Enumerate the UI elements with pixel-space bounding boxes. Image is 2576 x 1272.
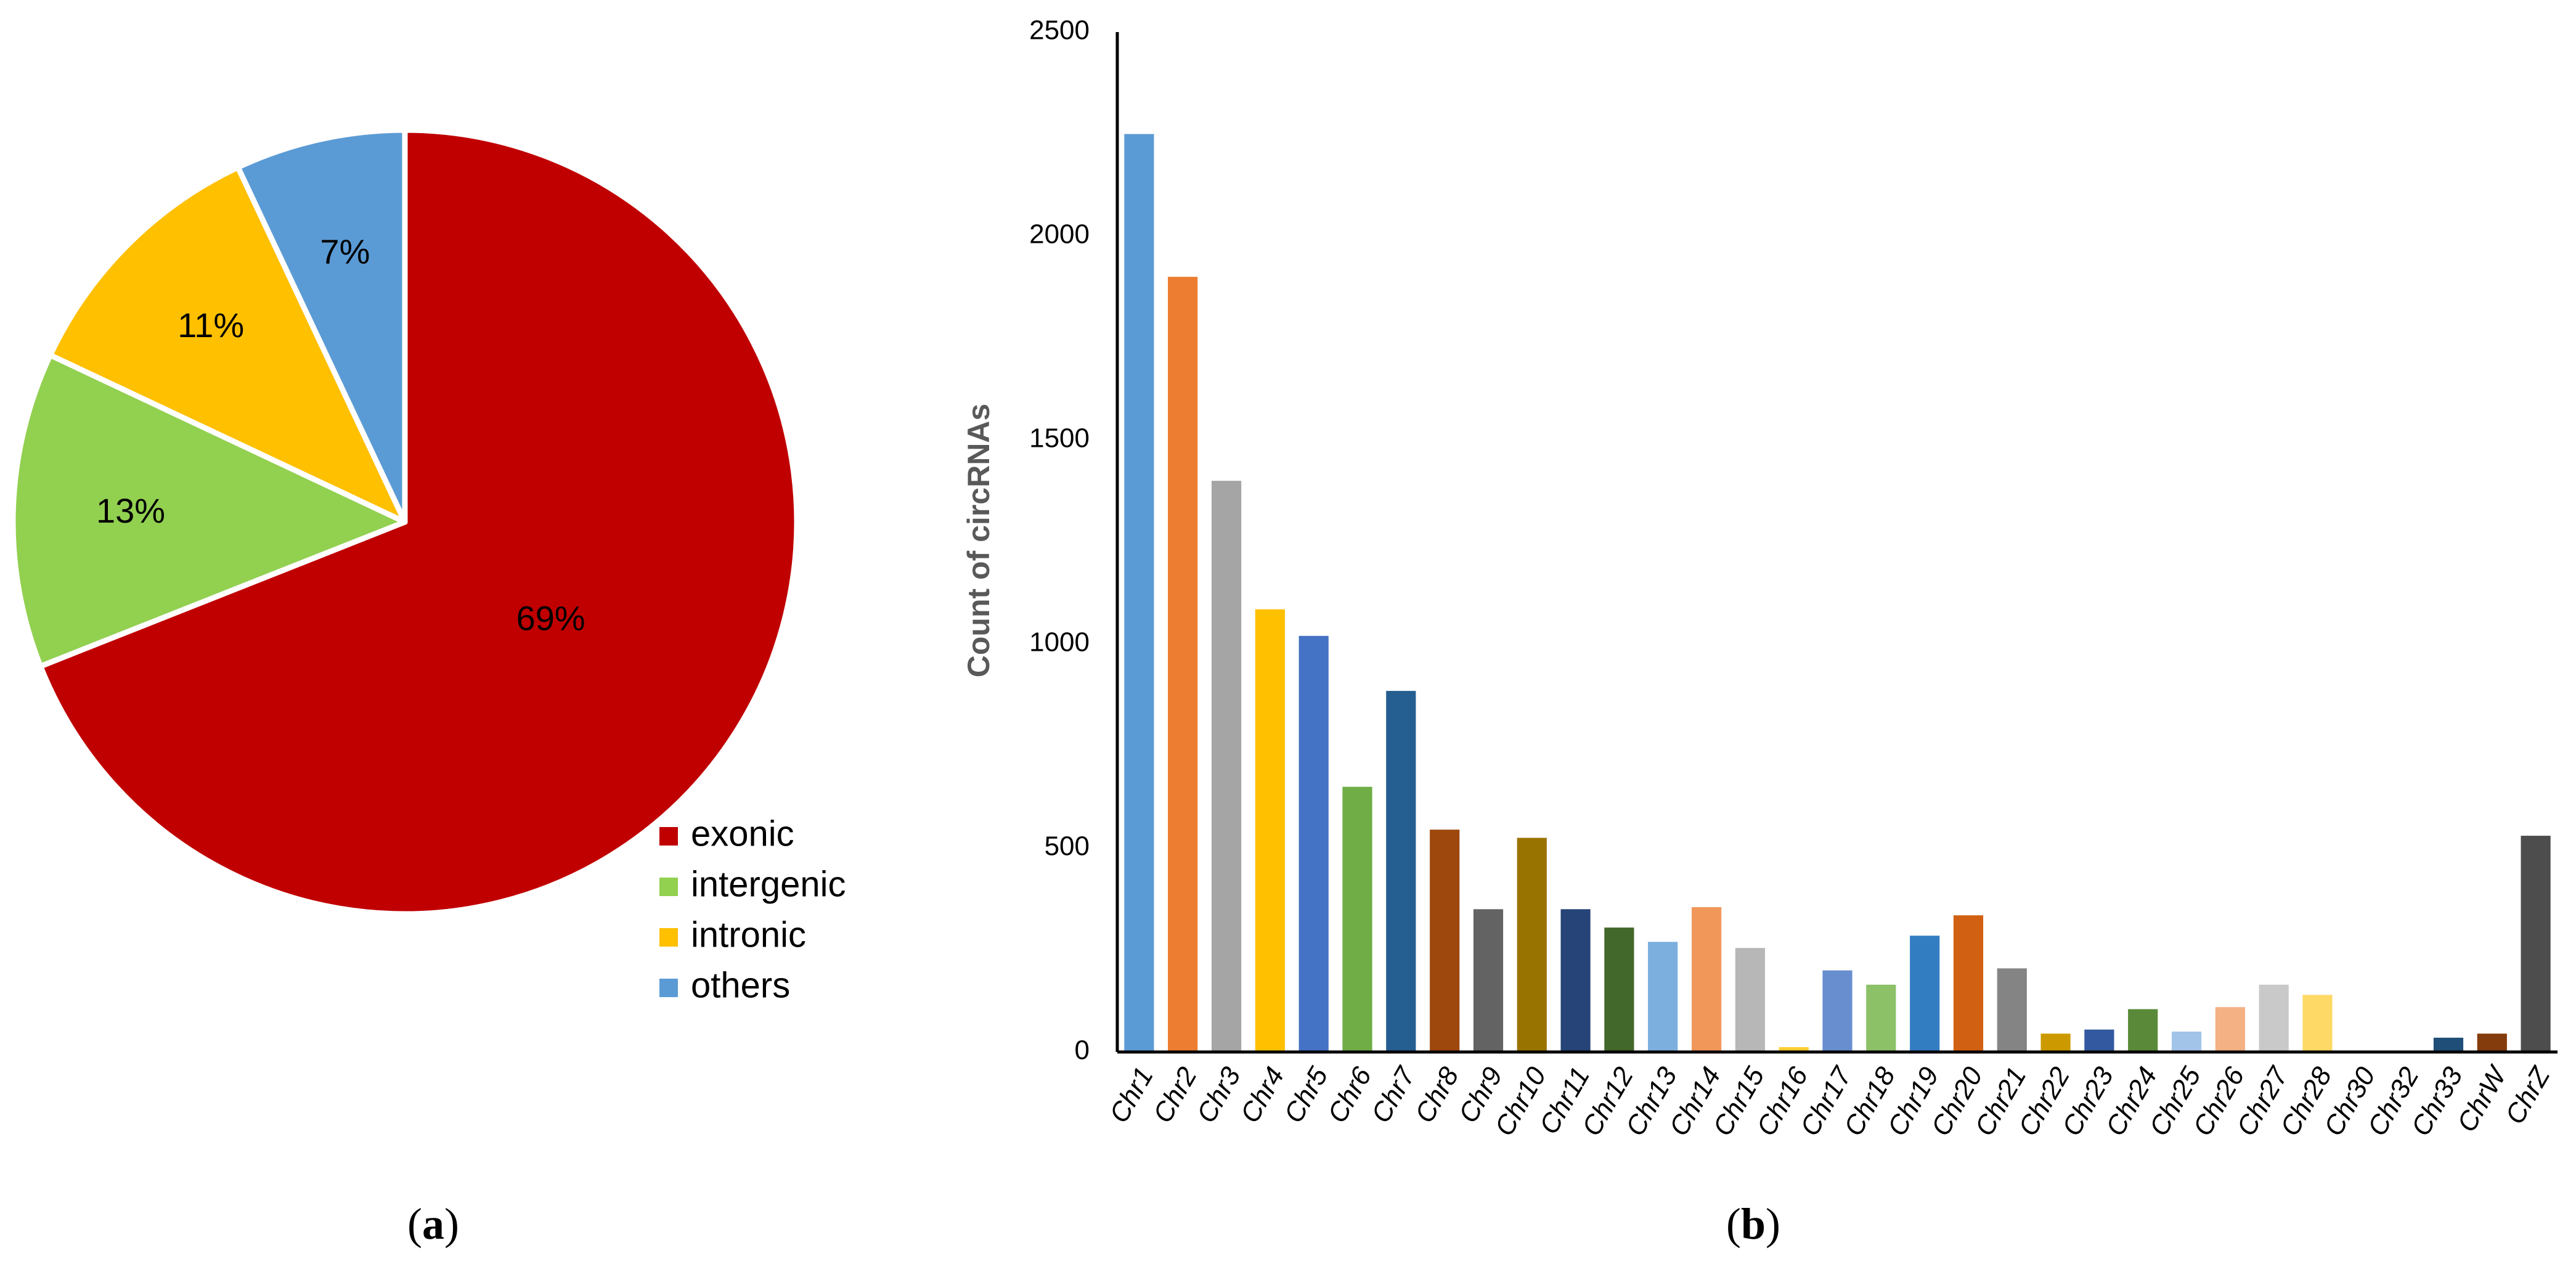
bar-chr12 xyxy=(1604,928,1634,1052)
bar-chr4 xyxy=(1255,609,1285,1052)
bar-chr19 xyxy=(1910,936,1940,1052)
bar-chr17 xyxy=(1822,970,1853,1052)
bar-chr9 xyxy=(1473,909,1504,1052)
bar-chr27 xyxy=(2259,984,2289,1052)
bar-chr23 xyxy=(2084,1029,2114,1052)
bar-chr3 xyxy=(1212,481,1242,1052)
pie-label-intergenic: 13% xyxy=(96,491,165,530)
pie-label-others: 7% xyxy=(320,232,370,271)
bar-chr2 xyxy=(1168,277,1198,1053)
x-tick-label: Chr6 xyxy=(1322,1062,1377,1128)
bar-chr18 xyxy=(1866,984,1896,1052)
y-tick-label: 1500 xyxy=(1029,423,1090,454)
bars xyxy=(1124,134,2551,1053)
x-tick-label: Chr3 xyxy=(1191,1062,1247,1128)
bar-chr8 xyxy=(1430,830,1460,1052)
bar-chr33 xyxy=(2433,1037,2464,1052)
pie-label-exonic: 69% xyxy=(516,599,585,638)
legend-swatch-exonic xyxy=(659,827,678,846)
y-axis-ticks: 0 500 1000 1500 2000 2500 xyxy=(1029,15,1090,1066)
bar-chr28 xyxy=(2302,995,2333,1052)
x-tick-label: Chr2 xyxy=(1147,1062,1203,1128)
bar-chr13 xyxy=(1648,942,1678,1052)
panel-label-b: (b) xyxy=(1726,1199,1780,1249)
pie-slice-intergenic xyxy=(10,352,408,669)
legend-swatch-intergenic xyxy=(659,878,678,896)
pie-chart: 69% 13% 11% 7% exonic intergenic intronic othe… xyxy=(10,127,846,1005)
y-tick-label: 2500 xyxy=(1029,15,1090,46)
bar-chr14 xyxy=(1692,907,1722,1052)
legend-label-intronic: intronic xyxy=(691,915,806,955)
y-tick-label: 0 xyxy=(1075,1035,1090,1066)
y-axis-title: Count of circRNAs xyxy=(961,404,996,677)
legend-label-others: others xyxy=(691,965,790,1005)
bar-chr16 xyxy=(1779,1047,1809,1052)
bar-chr24 xyxy=(2128,1009,2158,1052)
x-tick-label: ChrW xyxy=(2452,1060,2513,1137)
pie-label-intronic: 11% xyxy=(177,306,244,344)
bar-chr7 xyxy=(1386,691,1416,1052)
x-tick-label: ChrZ xyxy=(2500,1061,2556,1129)
bar-chr1 xyxy=(1124,134,1154,1052)
x-axis-ticks: Chr1Chr2Chr3Chr4Chr5Chr6Chr7Chr8Chr9Chr1… xyxy=(1104,1060,2556,1141)
bar-chrz xyxy=(2521,836,2551,1052)
pie-slice-exonic xyxy=(38,127,800,917)
y-tick-label: 500 xyxy=(1045,831,1090,862)
bar-chr6 xyxy=(1342,786,1372,1052)
pie-slices xyxy=(10,127,800,917)
bar-chr22 xyxy=(2040,1034,2071,1052)
y-tick-label: 1000 xyxy=(1029,627,1090,658)
x-tick-label: Chr8 xyxy=(1409,1062,1465,1128)
bar-chr26 xyxy=(2215,1007,2245,1052)
x-tick-label: Chr5 xyxy=(1278,1062,1334,1128)
x-tick-label: Chr7 xyxy=(1366,1061,1422,1128)
bar-chr25 xyxy=(2172,1031,2202,1052)
pie-slice-others xyxy=(235,127,408,525)
bar-chr20 xyxy=(1953,915,1984,1052)
pie-data-labels: 69% 13% 11% 7% xyxy=(96,232,585,637)
bar-chrw xyxy=(2477,1034,2507,1052)
bar-chr11 xyxy=(1560,909,1591,1052)
legend-swatch-others xyxy=(659,979,678,997)
pie-slice-intronic xyxy=(47,165,408,525)
panel-label-a: (a) xyxy=(407,1199,459,1249)
x-tick-label: Chr4 xyxy=(1235,1062,1290,1128)
legend-swatch-intronic xyxy=(659,928,678,947)
y-tick-label: 2000 xyxy=(1029,219,1090,250)
bar-chr10 xyxy=(1517,838,1547,1052)
x-tick-label: Chr1 xyxy=(1104,1062,1159,1128)
bar-chr21 xyxy=(1997,968,2027,1052)
legend-label-exonic: exonic xyxy=(691,813,794,854)
bar-chr5 xyxy=(1298,635,1329,1052)
legend-label-intergenic: intergenic xyxy=(691,864,846,904)
bar-chr15 xyxy=(1735,948,1765,1052)
pie-legend: exonic intergenic intronic others xyxy=(659,813,846,1005)
